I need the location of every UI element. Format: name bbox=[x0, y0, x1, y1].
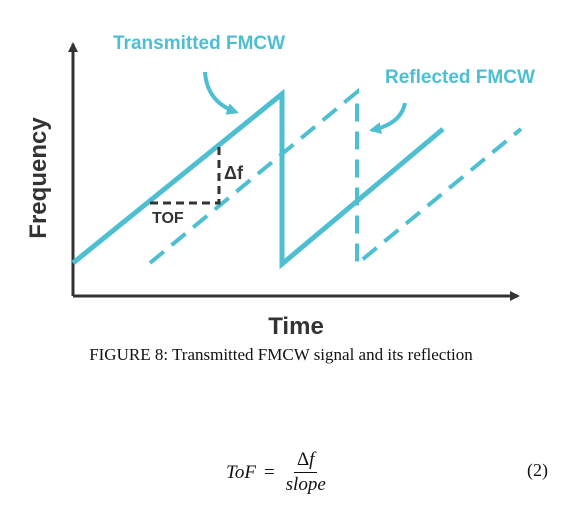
reflected-signal-line bbox=[150, 92, 521, 264]
reflected-label: Reflected FMCW bbox=[385, 67, 535, 88]
x-axis-label: Time bbox=[268, 313, 324, 340]
transmitted-label: Transmitted FMCW bbox=[113, 33, 285, 54]
fraction-denominator: slope bbox=[283, 473, 329, 497]
equation-number: (2) bbox=[527, 460, 548, 481]
equation: ToF = Δf slope bbox=[226, 448, 329, 497]
delta-symbol: Δ bbox=[297, 449, 309, 470]
fraction-numerator: Δf bbox=[294, 448, 318, 473]
fmcw-diagram: Transmitted FMCW Reflected FMCW Frequenc… bbox=[0, 0, 562, 345]
equals-sign: = bbox=[264, 462, 275, 484]
reflected-callout-arrow bbox=[372, 103, 405, 130]
tof-label: TOF bbox=[152, 210, 184, 227]
equation-block: ToF = Δf slope (2) bbox=[0, 448, 562, 508]
equation-lhs: ToF bbox=[226, 462, 256, 484]
fraction: Δf slope bbox=[283, 448, 329, 497]
figure-caption: FIGURE 8: Transmitted FMCW signal and it… bbox=[0, 345, 562, 365]
delta-f-label: Δf bbox=[224, 163, 244, 183]
transmitted-callout-arrow bbox=[205, 72, 236, 112]
numerator-variable: f bbox=[309, 449, 314, 470]
y-axis-label: Frequency bbox=[25, 117, 52, 239]
